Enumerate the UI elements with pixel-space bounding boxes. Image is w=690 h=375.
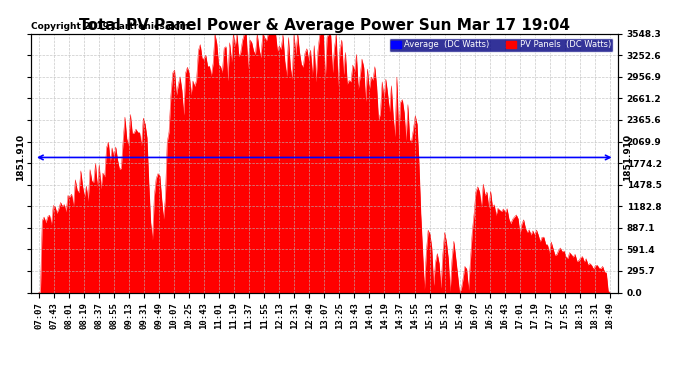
Text: Copyright 2019 Cartronics.com: Copyright 2019 Cartronics.com (31, 22, 189, 31)
Legend: Average  (DC Watts), PV Panels  (DC Watts): Average (DC Watts), PV Panels (DC Watts) (388, 38, 613, 52)
Text: 1851.910: 1851.910 (16, 134, 25, 181)
Text: 1851.910: 1851.910 (624, 134, 633, 181)
Title: Total PV Panel Power & Average Power Sun Mar 17 19:04: Total PV Panel Power & Average Power Sun… (79, 18, 570, 33)
